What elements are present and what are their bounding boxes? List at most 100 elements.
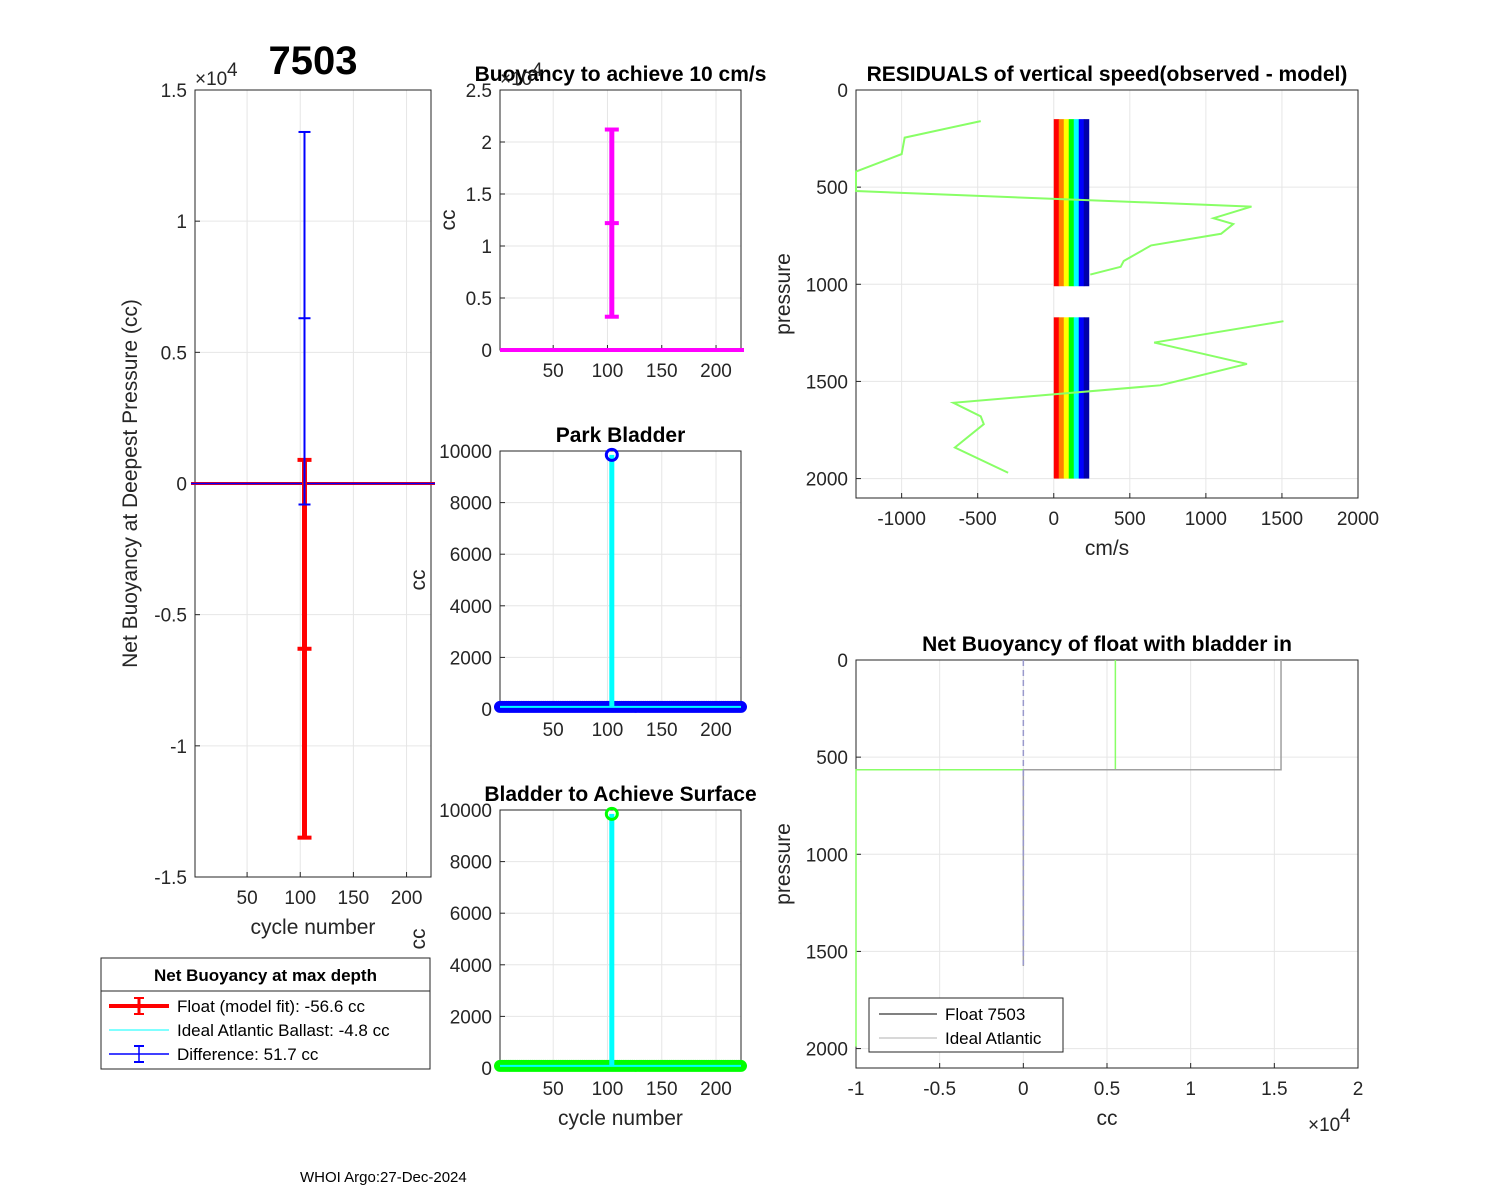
x-tick-label: -1 [848, 1079, 865, 1100]
y-tick-label: 4000 [450, 956, 492, 977]
residual-line [949, 320, 1284, 474]
y-exponent-label: ×10 [195, 69, 227, 90]
y-tick-label: 1500 [806, 372, 848, 393]
x-axis-label: cc [1097, 1107, 1118, 1130]
rainbow-band [1053, 317, 1060, 479]
x-tick-label: 200 [700, 1079, 732, 1100]
rainbow-band [1068, 119, 1075, 287]
x-tick-label: 200 [700, 361, 732, 382]
x-tick-label: 150 [338, 888, 370, 909]
y-tick-label: 500 [816, 178, 848, 199]
y-tick-label: 1000 [806, 275, 848, 296]
y-exponent-label: ×10 [500, 69, 532, 90]
x-tick-label: -500 [959, 509, 997, 530]
x-exponent-power: 4 [1340, 1106, 1351, 1127]
y-tick-label: 2.5 [466, 81, 492, 102]
y-tick-label: 2000 [806, 1040, 848, 1061]
y-tick-label: 1500 [806, 942, 848, 963]
y-tick-label: 1 [481, 237, 492, 258]
axes-box [855, 89, 1359, 499]
y-tick-label: 0.5 [161, 343, 187, 364]
y-tick-label: 1.5 [161, 81, 187, 102]
y-tick-label: -1.5 [154, 868, 187, 889]
y-tick-label: 6000 [450, 904, 492, 925]
y-axis-label: cc [407, 570, 430, 591]
x-tick-label: 0.5 [1094, 1079, 1120, 1100]
axes-box [499, 809, 742, 1069]
rainbow-band [1058, 317, 1065, 479]
legend-label: Ideal Atlantic [945, 1029, 1042, 1048]
y-tick-label: 500 [816, 748, 848, 769]
x-tick-label: 0 [1048, 509, 1059, 530]
y-tick-label: 4000 [450, 597, 492, 618]
x-tick-label: 200 [700, 720, 732, 741]
net-buoyancy-axes: 50 100 150 200 -1.5 -1 -0.5 0 0.5 1 1.5 cycle numbe… [100, 60, 435, 1070]
legend-label: Difference: 51.7 cc [177, 1045, 319, 1064]
rainbow-band [1073, 119, 1080, 287]
residuals-axes: -1000 -500 0 500 1000 1500 2000 0 500 1000 1500 200… [772, 63, 1379, 560]
x-tick-label: 50 [543, 361, 564, 382]
y-tick-label: 0 [837, 651, 848, 672]
axes-title: Buoyancy to achieve 10 cm/s [475, 63, 767, 86]
x-tick-label: 0 [1018, 1079, 1029, 1100]
x-tick-label: -1000 [877, 509, 926, 530]
rainbow-band [1053, 119, 1060, 287]
y-axis-label: cc [407, 929, 430, 950]
bladder-surface-axes: 50 100 150 2000200040006000800010000Bladder… [407, 783, 757, 1130]
x-tick-label: 1000 [1185, 509, 1227, 530]
x-axis-label: cm/s [1085, 537, 1129, 560]
footer-text: WHOI Argo:27-Dec-2024 [300, 1169, 467, 1186]
x-exponent-label: ×10 [1308, 1115, 1340, 1136]
x-tick-label: 100 [592, 361, 624, 382]
rainbow-band [1068, 317, 1075, 479]
x-tick-label: 200 [391, 888, 423, 909]
legend-box [100, 957, 431, 1070]
y-axis-label: pressure [772, 253, 795, 335]
x-axis-label: cycle number [251, 916, 376, 939]
rainbow-band [1078, 317, 1085, 479]
rainbow-band [1078, 119, 1085, 287]
x-tick-label: 50 [543, 1079, 564, 1100]
y-tick-label: 0 [481, 700, 492, 721]
x-tick-label: 50 [237, 888, 258, 909]
legend-label: Float 7503 [945, 1005, 1025, 1024]
y-axis-label: Net Buoyancy at Deepest Pressure (cc) [119, 299, 142, 668]
axes-title: RESIDUALS of vertical speed(observed - m… [867, 63, 1348, 86]
rainbow-band [1083, 119, 1090, 287]
float-id-title: 7503 [269, 39, 358, 83]
y-tick-label: 2000 [450, 648, 492, 669]
axes-box [499, 450, 742, 710]
y-tick-label: -1 [170, 737, 187, 758]
y-tick-label: 2000 [806, 470, 848, 491]
spike-point [604, 447, 619, 462]
y-tick-label: 0 [837, 81, 848, 102]
net-buoyancy-profile-axes: -1 -0.5 0 0.5 1 1.5 2 0 500 1000 1500 2000 Net Buoya… [772, 633, 1363, 1136]
y-tick-label: 8000 [450, 853, 492, 874]
x-tick-label: 1 [1185, 1079, 1196, 1100]
y-tick-label: 8000 [450, 494, 492, 515]
x-tick-label: -0.5 [923, 1079, 956, 1100]
axes-box [499, 89, 742, 351]
rainbow-band [1058, 119, 1065, 287]
rainbow-band [1063, 119, 1070, 287]
rainbow-band [1063, 317, 1070, 479]
x-tick-label: 100 [284, 888, 316, 909]
y-tick-label: -0.5 [154, 606, 187, 627]
y-tick-label: 0 [481, 341, 492, 362]
y-axis-label: cc [437, 210, 460, 231]
legend-box [868, 997, 1064, 1053]
spike-point [604, 806, 619, 821]
y-axis-label: pressure [772, 823, 795, 905]
x-tick-label: 50 [543, 720, 564, 741]
y-tick-label: 10000 [439, 801, 492, 822]
y-tick-label: 1000 [806, 845, 848, 866]
legend-title: Net Buoyancy at max depth [154, 966, 377, 985]
y-exponent-power: 4 [532, 60, 543, 81]
x-tick-label: 1.5 [1261, 1079, 1287, 1100]
x-tick-label: 150 [646, 361, 678, 382]
y-exponent-power: 4 [227, 60, 238, 81]
x-tick-label: 150 [646, 720, 678, 741]
